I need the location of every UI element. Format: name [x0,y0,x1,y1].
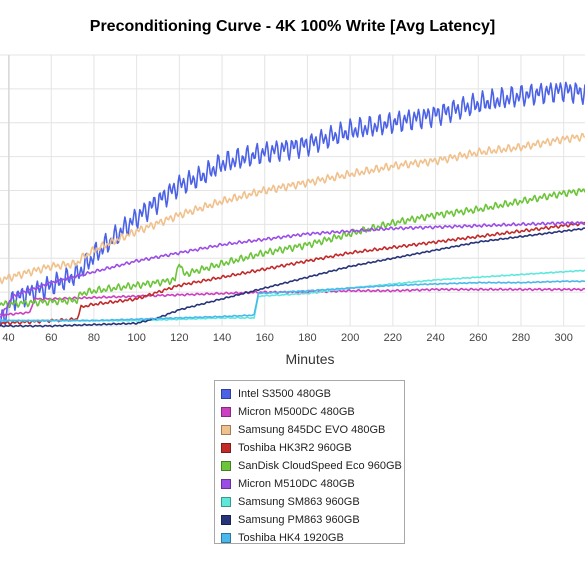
legend-item-2[interactable]: Samsung 845DC EVO 480GB [221,421,404,439]
series-line-0 [0,81,585,327]
legend-swatch-4 [221,461,231,471]
grid-lines [0,54,585,327]
series-line-3 [0,221,585,326]
x-tick-labels: 40 60 80 100 120 140 160 180 200 220 240 260 280 300 [2,332,572,344]
legend-label-0: Intel S3500 480GB [238,388,331,400]
legend-item-8[interactable]: Toshiba HK4 1920GB [221,529,404,547]
x-tick-label-13: 300 [554,332,572,344]
legend-item-7[interactable]: Samsung PM863 960GB [221,511,404,529]
x-tick-label-8: 200 [341,332,359,344]
legend-label-5: Micron M510DC 480GB [238,478,355,490]
x-tick-label-11: 260 [469,332,487,344]
legend-label-7: Samsung PM863 960GB [238,514,360,526]
x-tick-label-5: 140 [213,332,231,344]
x-axis-title: Minutes [285,351,334,367]
chart-title: Preconditioning Curve - 4K 100% Write [A… [89,18,496,35]
legend: Intel S3500 480GB Micron M500DC 480GB Sams… [214,380,405,544]
legend-item-5[interactable]: Micron M510DC 480GB [221,475,404,493]
legend-label-3: Toshiba HK3R2 960GB [238,442,352,454]
x-tick-label-7: 180 [298,332,316,344]
x-tick-label-9: 220 [384,332,402,344]
x-tick-label-1: 60 [45,332,57,344]
legend-label-8: Toshiba HK4 1920GB [238,532,344,544]
x-tick-label-4: 120 [170,332,188,344]
legend-label-2: Samsung 845DC EVO 480GB [238,424,386,436]
series-line-4 [0,188,585,309]
legend-item-6[interactable]: Samsung SM863 960GB [221,493,404,511]
legend-label-4: SanDisk CloudSpeed Eco 960GB [238,460,402,472]
series-layer [0,81,585,328]
legend-label-6: Samsung SM863 960GB [238,496,360,508]
series-line-8 [0,280,585,322]
legend-item-1[interactable]: Micron M500DC 480GB [221,403,404,421]
x-tick-label-10: 240 [426,332,444,344]
legend-swatch-8 [221,533,231,543]
x-tick-label-2: 80 [88,332,100,344]
series-line-2 [0,133,585,285]
series-line-7 [0,227,585,328]
legend-swatch-1 [221,407,231,417]
legend-swatch-2 [221,425,231,435]
legend-item-3[interactable]: Toshiba HK3R2 960GB [221,439,404,457]
series-line-1 [0,287,585,317]
x-tick-label-12: 280 [512,332,530,344]
x-tick-label-3: 100 [127,332,145,344]
x-tick-label-6: 160 [256,332,274,344]
x-tick-label-0: 40 [2,332,14,344]
legend-swatch-5 [221,479,231,489]
legend-label-1: Micron M500DC 480GB [238,406,355,418]
legend-item-0[interactable]: Intel S3500 480GB [221,385,404,403]
series-line-5 [0,221,585,318]
legend-swatch-0 [221,389,231,399]
legend-item-4[interactable]: SanDisk CloudSpeed Eco 960GB [221,457,404,475]
series-line-6 [0,269,585,322]
legend-swatch-3 [221,443,231,453]
legend-swatch-7 [221,515,231,525]
legend-swatch-6 [221,497,231,507]
